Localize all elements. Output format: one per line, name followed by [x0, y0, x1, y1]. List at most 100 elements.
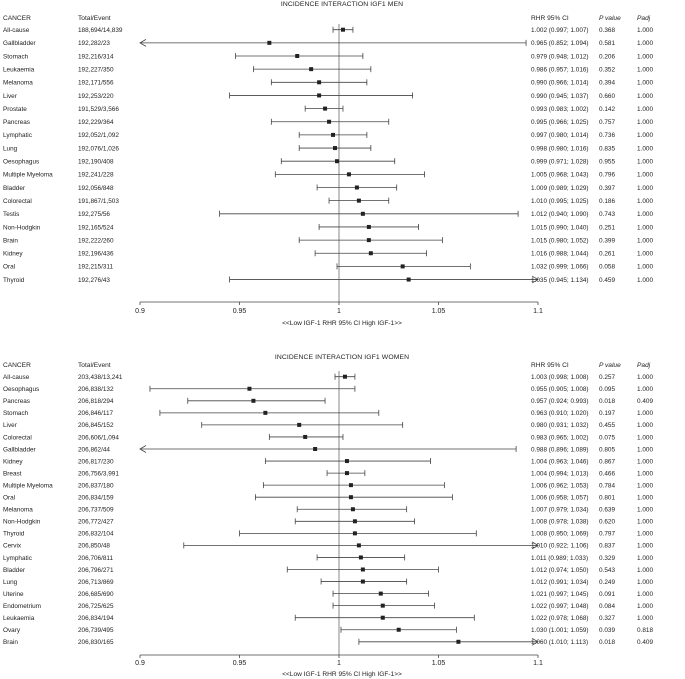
row-cancer-name: Leukaemia [3, 615, 35, 622]
row-padj: 1.000 [637, 53, 653, 60]
row-padj: 1.000 [637, 132, 653, 139]
row-p-value: 0.797 [599, 531, 615, 538]
row-total-event: 191,867/1,503 [78, 198, 119, 205]
row-rhr-ci: 1.032 (0.999; 1.066) [531, 264, 589, 271]
row-total-event: 206,838/132 [78, 386, 114, 393]
row-rhr-ci: 0.993 (0.983; 1.002) [531, 106, 589, 113]
row-p-value: 0.867 [599, 458, 615, 465]
row-cancer-name: Colorectal [3, 198, 32, 205]
point-estimate [378, 591, 383, 596]
row-p-value: 0.206 [599, 53, 615, 60]
row-total-event: 206,685/690 [78, 591, 114, 598]
point-estimate [352, 531, 357, 536]
row-rhr-ci: 1.008 (0.978; 1.038) [531, 519, 589, 526]
row-cancer-name: Liver [3, 422, 18, 429]
row-rhr-ci: 0.999 (0.971; 1.028) [531, 159, 589, 166]
row-padj: 1.000 [637, 106, 653, 113]
point-estimate [251, 398, 256, 403]
row-rhr-ci: 0.965 (0.852; 1.094) [531, 40, 589, 47]
x-tick-label: 1.05 [432, 308, 446, 315]
row-cancer-name: Brain [3, 639, 18, 646]
row-cancer-name: Pancreas [3, 119, 30, 126]
row-rhr-ci: 1.002 (0.997; 1.007) [531, 27, 589, 34]
row-total-event: 206,713/869 [78, 579, 114, 586]
row-cancer-name: Bladder [3, 567, 26, 574]
row-total-event: 192,227/350 [78, 66, 114, 73]
row-padj: 1.000 [637, 603, 653, 610]
row-padj: 1.000 [637, 198, 653, 205]
row-padj: 1.000 [637, 374, 653, 381]
point-estimate [313, 447, 318, 451]
row-total-event: 192,056/848 [78, 185, 114, 192]
row-p-value: 0.329 [599, 555, 615, 562]
ci-arrow-left [139, 39, 147, 47]
row-rhr-ci: 1.022 (0.997; 1.048) [531, 603, 589, 610]
row-total-event: 192,275/56 [78, 211, 110, 218]
row-p-value: 0.757 [599, 119, 615, 126]
row-padj: 1.000 [637, 519, 653, 526]
row-rhr-ci: 1.007 (0.979; 1.034) [531, 507, 589, 514]
row-total-event: 206,606/1,094 [78, 434, 119, 441]
row-p-value: 0.249 [599, 579, 615, 586]
point-estimate [380, 615, 385, 620]
point-estimate [247, 386, 252, 391]
row-p-value: 0.796 [599, 172, 615, 179]
row-cancer-name: Bladder [3, 185, 26, 192]
row-p-value: 0.186 [599, 198, 615, 205]
row-rhr-ci: 1.015 (0.990; 1.040) [531, 224, 589, 231]
row-rhr-ci: 1.006 (0.958; 1.057) [531, 495, 589, 502]
row-total-event: 206,830/165 [78, 639, 114, 646]
ci-arrow-right [531, 637, 539, 646]
point-estimate [366, 238, 371, 243]
row-p-value: 0.091 [599, 591, 615, 598]
row-p-value: 0.018 [599, 398, 615, 405]
row-p-value: 0.736 [599, 132, 615, 139]
point-estimate [396, 627, 401, 632]
row-padj: 1.000 [637, 211, 653, 218]
row-p-value: 0.459 [599, 277, 615, 284]
x-tick-label: 0.9 [135, 660, 145, 667]
row-rhr-ci: 1.035 (0.945; 1.134) [531, 277, 589, 284]
header-rhr-ci: RHR 95% CI [531, 15, 569, 22]
row-total-event: 192,076/1,026 [78, 145, 119, 152]
point-estimate [333, 146, 338, 151]
row-cancer-name: Lung [3, 579, 18, 586]
row-p-value: 0.251 [599, 224, 615, 231]
row-rhr-ci: 1.030 (1.001; 1.059) [531, 627, 589, 634]
row-p-value: 0.660 [599, 93, 615, 100]
row-rhr-ci: 0.997 (0.980; 1.014) [531, 132, 589, 139]
row-padj: 1.000 [637, 555, 653, 562]
row-total-event: 203,438/13,241 [78, 374, 123, 381]
row-rhr-ci: 1.004 (0.994; 1.013) [531, 470, 589, 477]
row-p-value: 0.620 [599, 519, 615, 526]
point-estimate [366, 224, 371, 229]
row-total-event: 192,276/43 [78, 277, 110, 284]
row-cancer-name: Lymphatic [3, 132, 33, 139]
row-p-value: 0.397 [599, 185, 615, 192]
row-rhr-ci: 1.008 (0.950; 1.069) [531, 531, 589, 538]
row-p-value: 0.835 [599, 145, 615, 152]
header-cancer: CANCER [3, 15, 31, 22]
row-cancer-name: Gallbladder [3, 446, 37, 453]
row-total-event: 206,834/159 [78, 495, 114, 502]
point-estimate [350, 507, 355, 512]
row-rhr-ci: 1.022 (0.978; 1.068) [531, 615, 589, 622]
row-p-value: 0.543 [599, 567, 615, 574]
row-rhr-ci: 0.998 (0.980; 1.016) [531, 145, 589, 152]
x-axis-label: <<Low IGF-1 RHR 95% CI High IGF-1>> [282, 320, 402, 327]
point-estimate [406, 277, 411, 282]
row-rhr-ci: 1.012 (0.991; 1.034) [531, 579, 589, 586]
row-total-event: 192,222/260 [78, 237, 114, 244]
row-cancer-name: Kidney [3, 251, 23, 258]
row-total-event: 191,529/3,566 [78, 106, 119, 113]
row-padj: 1.000 [637, 237, 653, 244]
row-cancer-name: Melanoma [3, 507, 33, 514]
row-p-value: 0.058 [599, 264, 615, 271]
point-estimate [344, 471, 349, 476]
ci-arrow-right [531, 275, 539, 284]
row-total-event: 192,215/311 [78, 264, 114, 271]
row-rhr-ci: 0.990 (0.966; 1.014) [531, 80, 589, 87]
point-estimate [360, 579, 365, 584]
row-cancer-name: Melanoma [3, 80, 33, 87]
